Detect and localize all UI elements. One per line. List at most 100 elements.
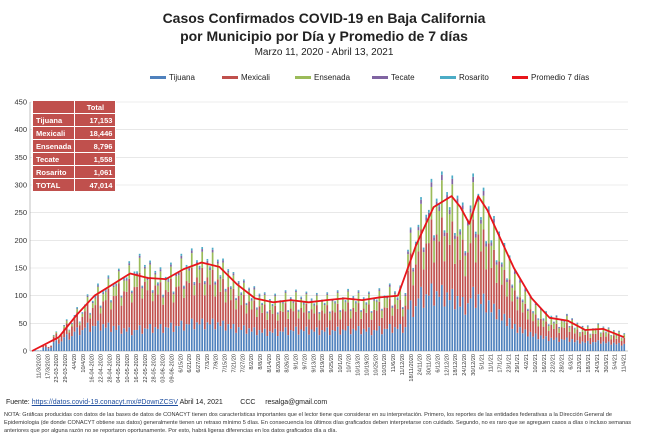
bar-segment-tijuana	[586, 340, 589, 351]
bar-segment-ensenada	[310, 300, 313, 310]
bar-segment-ensenada	[428, 216, 430, 244]
bar-segment-ensenada	[399, 288, 402, 300]
bar-segment-rosarito	[245, 302, 248, 304]
x-tick-label: 17/3/2020	[45, 354, 51, 379]
bar-segment-mexicali	[407, 270, 409, 310]
x-tick-label: 28/2/21	[560, 354, 566, 373]
bar-segment-mexicali	[441, 217, 443, 285]
bar-segment-tecate	[201, 249, 204, 252]
bar-segment-tijuana	[318, 335, 321, 351]
bar-segment-ensenada	[198, 269, 201, 283]
x-tick-label: 7/3/20	[205, 354, 211, 370]
bar-segment-rosarito	[65, 319, 68, 320]
bar-segment-mexicali	[73, 319, 76, 332]
bar-segment-mexicali	[76, 312, 78, 328]
bar-segment-tecate	[422, 249, 425, 253]
x-tick-label: 11/6/20	[391, 354, 397, 372]
x-tick-label: 22-04-2020	[99, 354, 105, 383]
bar-segment-mexicali	[271, 313, 274, 333]
bar-segment-ensenada	[292, 302, 295, 312]
bar-segment-mexicali	[60, 335, 63, 342]
bar-segment-tijuana	[482, 293, 485, 351]
bar-segment-rosarito	[355, 301, 357, 303]
bar-segment-tijuana	[300, 329, 303, 351]
bar-segment-ensenada	[209, 270, 211, 285]
bar-segment-tijuana	[448, 300, 451, 351]
bar-segment-mexicali	[295, 302, 297, 327]
bar-segment-tecate	[357, 291, 360, 293]
bar-segment-mexicali	[201, 267, 204, 319]
bar-segment-tecate	[331, 300, 334, 302]
bar-segment-tijuana	[115, 329, 118, 351]
bar-segment-tijuana	[508, 318, 511, 351]
bar-segment-ensenada	[271, 306, 274, 314]
bar-segment-ensenada	[203, 284, 206, 296]
bar-segment-tijuana	[258, 330, 261, 351]
bar-segment-mexicali	[430, 219, 433, 284]
bar-segment-ensenada	[435, 205, 438, 235]
bar-segment-rosarito	[297, 309, 300, 311]
bar-segment-mexicali	[71, 326, 73, 337]
bar-segment-tecate	[276, 313, 279, 315]
bar-segment-tecate	[339, 311, 342, 312]
bar-segment-ensenada	[469, 212, 472, 244]
bar-segment-rosarito	[253, 286, 256, 288]
bar-segment-rosarito	[157, 282, 159, 285]
bar-segment-tecate	[222, 260, 224, 263]
bar-segment-tijuana	[157, 328, 159, 351]
bar-segment-mexicali	[300, 307, 303, 330]
bar-segment-ensenada	[464, 255, 467, 277]
bar-segment-rosarito	[451, 175, 454, 179]
bar-segment-ensenada	[112, 287, 115, 297]
bar-segment-mexicali	[594, 333, 597, 343]
bar-segment-rosarito	[261, 302, 263, 304]
bar-segment-tecate	[521, 300, 524, 303]
bar-segment-tijuana	[430, 283, 433, 351]
bar-segment-mexicali	[203, 295, 206, 330]
bar-segment-tijuana	[112, 325, 115, 351]
totals-row: Ensenada 8,796	[31, 139, 117, 153]
bar-segment-ensenada	[506, 282, 508, 297]
bar-segment-ensenada	[534, 305, 537, 315]
bar-segment-tecate	[216, 261, 219, 264]
bar-segment-rosarito	[532, 311, 534, 313]
bar-segment-tecate	[527, 309, 529, 312]
x-tick-label: 6/3/21	[568, 354, 574, 370]
bar-segment-mexicali	[258, 306, 261, 331]
bar-segment-ensenada	[151, 292, 154, 302]
bar-segment-tecate	[248, 288, 250, 291]
bar-segment-tijuana	[266, 336, 269, 351]
bar-segment-rosarito	[388, 283, 391, 285]
bar-segment-mexicali	[149, 276, 151, 324]
bar-segment-tijuana	[566, 337, 568, 351]
bar-segment-rosarito	[607, 327, 610, 329]
bar-segment-ensenada	[227, 272, 230, 288]
bar-segment-tijuana	[274, 328, 276, 351]
x-tick-label: 16-04-2020	[90, 354, 96, 383]
legend-swatch	[372, 76, 388, 79]
bar-segment-ensenada	[164, 280, 167, 291]
bar-segment-mexicali	[177, 286, 180, 327]
x-tick-label: 5/4/21	[613, 354, 619, 370]
bar-segment-rosarito	[149, 260, 151, 263]
bar-segment-rosarito	[110, 300, 112, 302]
bar-segment-mexicali	[117, 283, 120, 326]
bar-segment-mexicali	[151, 301, 154, 333]
legend-item-ensenada: Ensenada	[295, 73, 350, 82]
bar-segment-ensenada	[529, 298, 532, 310]
bar-segment-rosarito	[576, 322, 579, 324]
bar-segment-tijuana	[516, 332, 519, 351]
bar-segment-tijuana	[594, 342, 597, 351]
bar-segment-ensenada	[615, 335, 618, 339]
bar-segment-tijuana	[81, 330, 84, 351]
bar-segment-ensenada	[605, 332, 607, 337]
bar-segment-tijuana	[407, 309, 409, 351]
legend-label: Ensenada	[314, 73, 351, 82]
source-link[interactable]: https://datos.covid-19.conacyt.mx/#DownZ…	[31, 399, 178, 406]
bar-segment-mexicali	[394, 304, 396, 328]
bar-segment-mexicali	[107, 288, 110, 323]
bar-segment-tecate	[107, 277, 110, 279]
bar-segment-ensenada	[329, 313, 331, 321]
x-tick-label: 28-04-2020	[107, 354, 113, 383]
bar-segment-rosarito	[537, 318, 540, 320]
